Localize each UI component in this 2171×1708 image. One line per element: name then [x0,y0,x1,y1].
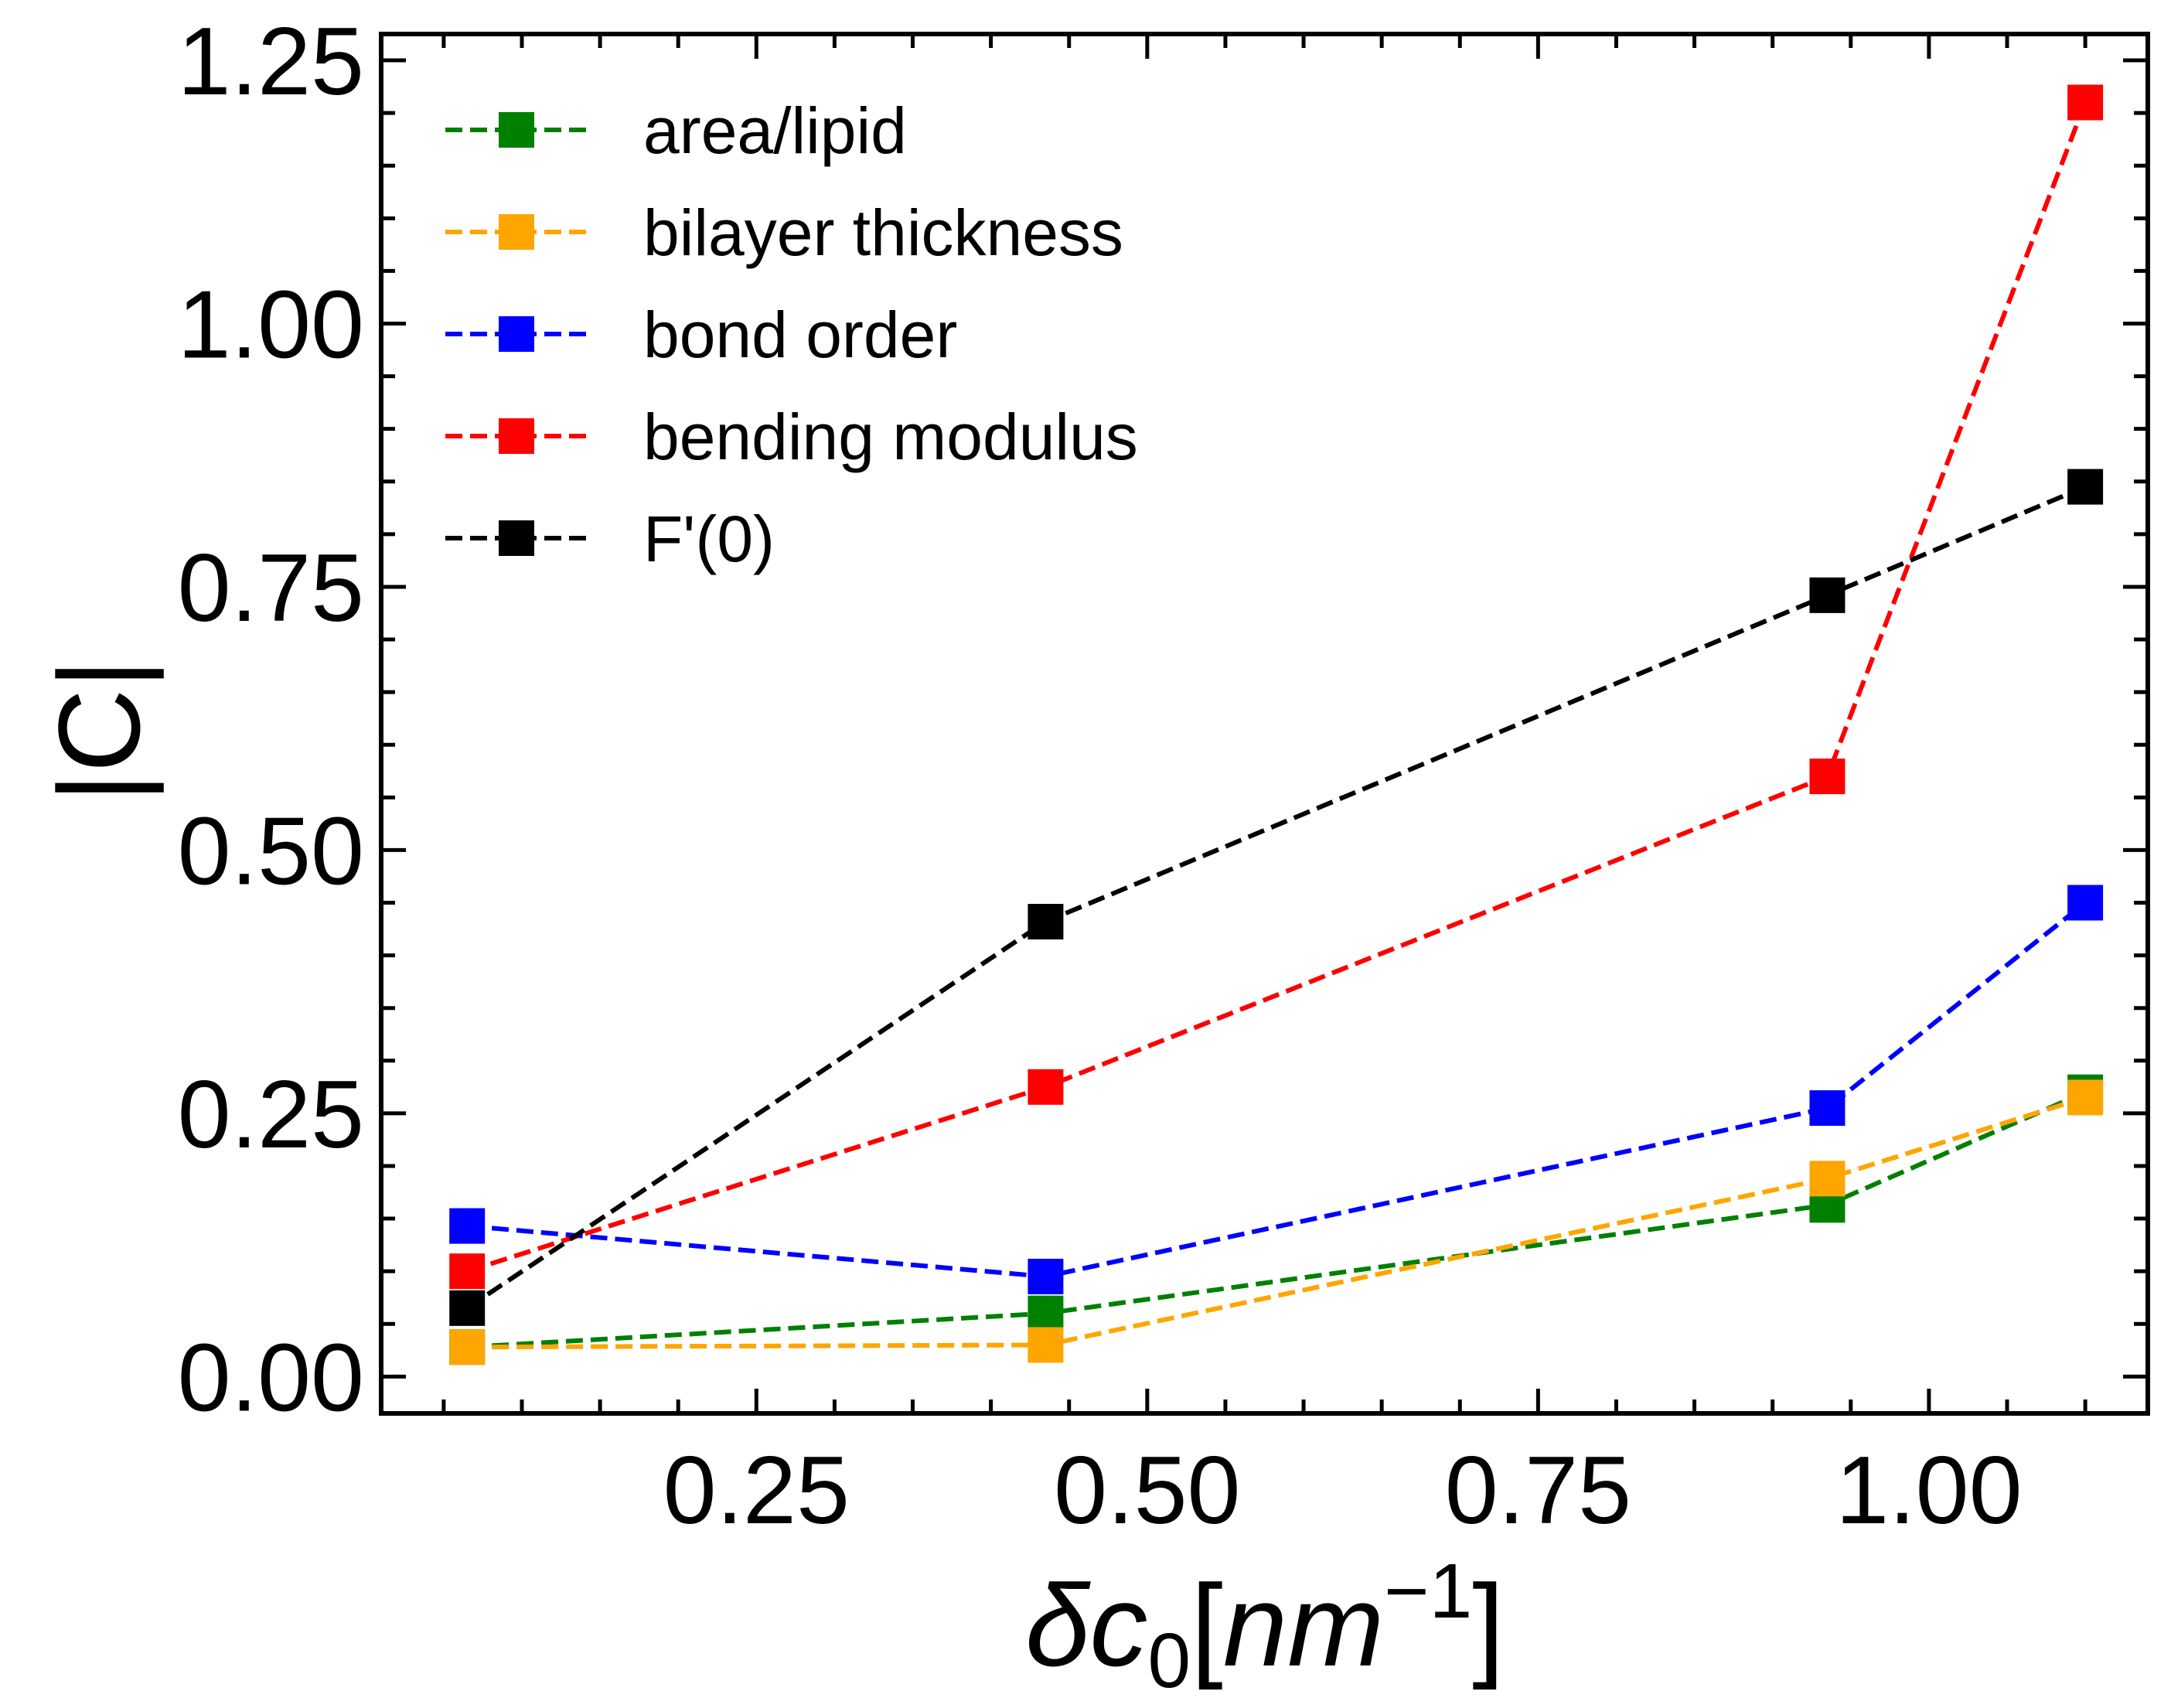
data-point-marker [1809,1161,1846,1197]
legend-marker [499,214,534,250]
x-label-close-bracket: ] [1472,1560,1505,1690]
legend-label: bilayer thickness [643,196,1123,269]
series-group [449,1079,2104,1365]
legend-entry: F'(0) [445,503,775,575]
legend-label: bending modulus [643,401,1138,473]
data-point-marker [449,1208,486,1244]
y-axis-label: |C| [34,659,164,803]
series-line [467,1089,2087,1350]
legend-marker [499,316,534,352]
legend-label: F'(0) [643,503,775,575]
data-point-marker [1809,1090,1846,1127]
y-tick-label: 0.75 [178,535,364,642]
series-line [466,101,2088,1274]
legend-entry: bending modulus [445,401,1138,473]
legend-label: bond order [643,298,957,371]
y-tick-label: 1.00 [178,272,364,379]
legend-marker [499,418,534,454]
x-label-subscript: 0 [1147,1618,1191,1704]
series-layer [449,84,2104,1365]
legend-label: area/lipid [643,94,907,167]
x-label-exponent: −1 [1384,1548,1472,1635]
y-tick-label: 0.50 [178,798,364,905]
data-point-marker [1809,577,1846,613]
x-tick-label: 0.50 [1054,1437,1240,1544]
data-point-marker [449,1253,486,1290]
x-tick-label: 0.25 [663,1437,850,1544]
series-line [465,484,2087,1311]
x-label-c: c [1089,1560,1147,1690]
y-tick-label: 0.25 [178,1062,364,1168]
legend-entry: area/lipid [445,94,907,167]
plot-frame [379,32,2150,1416]
x-axis-label: δc0[nm−1] [1025,1548,1505,1704]
data-point-marker [2067,1079,2104,1116]
legend-marker [499,112,534,148]
legend-marker [499,520,534,556]
series-line [467,1095,2086,1350]
legend: area/lipid bilayer thickness bond order ben… [445,94,1138,575]
data-point-marker [2067,84,2104,121]
series-line [466,901,2087,1280]
legend-entry: bond order [445,298,957,371]
x-ticks: 0.25 0.50 0.75 1.00 [441,34,2088,1544]
series-group [449,469,2104,1326]
series-group [449,84,2104,1290]
data-point-marker [1028,1069,1064,1105]
series-group [449,1074,2104,1365]
data-point-marker [1809,759,1846,795]
data-point-marker [1028,1295,1064,1331]
data-point-marker [1028,904,1064,940]
legend-entry: bilayer thickness [445,196,1123,269]
data-point-marker [2067,469,2104,505]
y-tick-label: 1.25 [178,9,364,115]
data-point-marker [2067,885,2104,921]
x-label-unit: nm [1223,1560,1384,1690]
series-group [449,885,2104,1294]
data-point-marker [449,1290,486,1326]
data-point-marker [1028,1258,1064,1294]
x-tick-label: 1.00 [1835,1437,2022,1544]
x-label-delta: δ [1025,1560,1091,1690]
data-point-marker [1028,1327,1064,1363]
x-tick-label: 0.75 [1445,1437,1631,1544]
y-tick-label: 0.00 [178,1324,364,1431]
x-label-open-bracket: [ [1191,1560,1223,1690]
y-ticks: 0.00 0.25 0.50 0.75 1.00 1.25 [178,9,2148,1431]
data-point-marker [449,1329,486,1365]
